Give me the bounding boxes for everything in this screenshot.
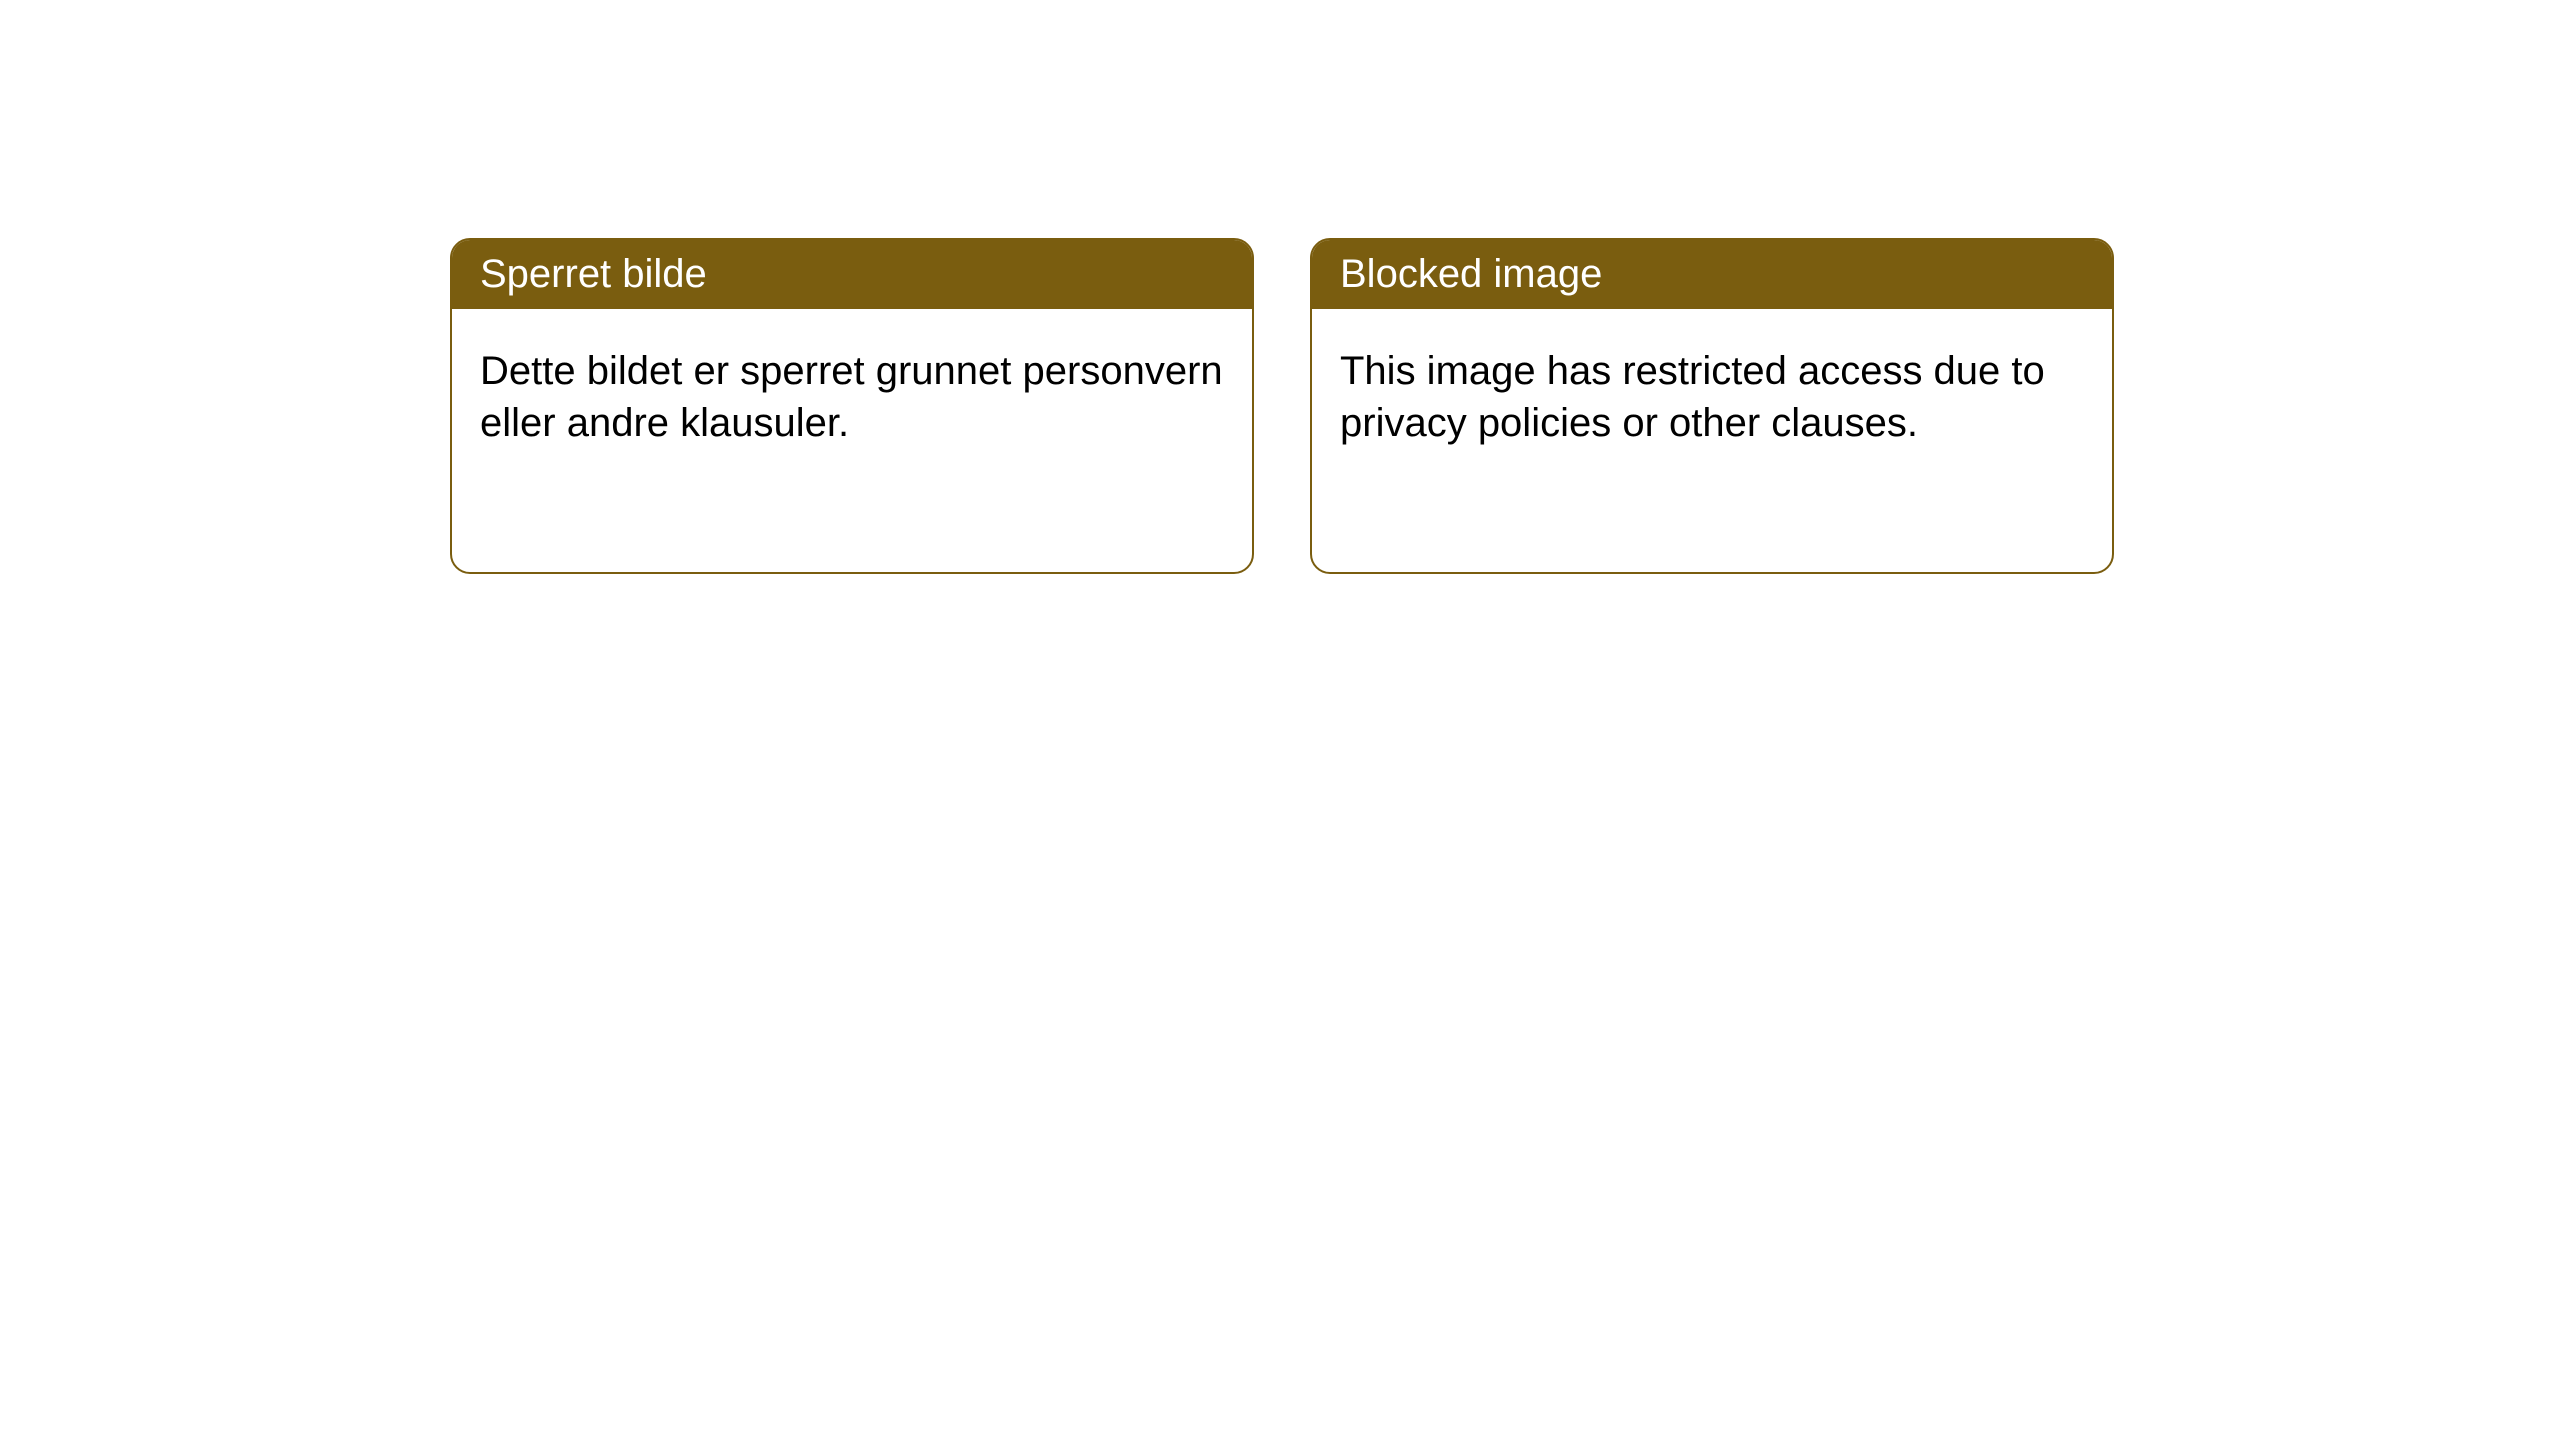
notice-card-english: Blocked image This image has restricted … (1310, 238, 2114, 574)
notice-card-norwegian: Sperret bilde Dette bildet er sperret gr… (450, 238, 1254, 574)
notice-body: Dette bildet er sperret grunnet personve… (452, 309, 1252, 485)
notices-container: Sperret bilde Dette bildet er sperret gr… (0, 0, 2560, 574)
notice-header: Sperret bilde (452, 240, 1252, 309)
notice-body: This image has restricted access due to … (1312, 309, 2112, 485)
notice-title: Sperret bilde (480, 252, 707, 296)
notice-body-text: This image has restricted access due to … (1340, 349, 2045, 445)
notice-title: Blocked image (1340, 252, 1602, 296)
notice-body-text: Dette bildet er sperret grunnet personve… (480, 349, 1223, 445)
notice-header: Blocked image (1312, 240, 2112, 309)
